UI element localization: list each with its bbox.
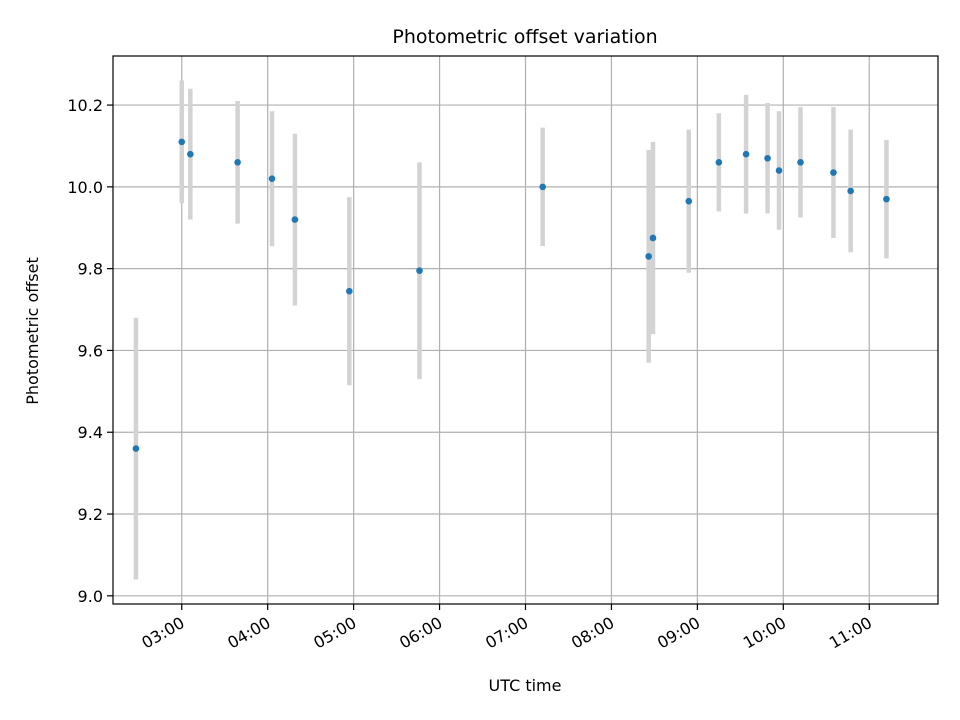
data-point [416, 267, 423, 275]
grid-lines [113, 56, 938, 604]
y-axis-ticks: 9.0 9.2 9.4 9.6 9.8 10.0 10.2 [67, 96, 113, 606]
data-point [797, 159, 804, 166]
y-axis-title: Photometric offset [23, 257, 42, 405]
y-tick-label: 9.2 [78, 505, 103, 524]
data-point [346, 287, 353, 295]
y-tick-label: 9.4 [78, 423, 103, 442]
data-point [178, 138, 186, 146]
data-point [649, 234, 657, 242]
y-tick-label: 10.0 [67, 178, 103, 197]
x-axis-title: UTC time [489, 676, 562, 695]
data-point [830, 169, 837, 176]
data-point [847, 187, 854, 195]
data-point [291, 216, 299, 223]
y-tick-label: 9.0 [78, 587, 103, 606]
data-point [539, 183, 546, 191]
data-point [883, 195, 890, 203]
data-point [132, 445, 140, 452]
data-point [234, 159, 241, 166]
data-point [187, 150, 194, 158]
data-point [645, 253, 652, 260]
data-point [268, 175, 276, 182]
y-tick-label: 10.2 [67, 96, 103, 115]
chart-title: Photometric offset variation [392, 26, 657, 48]
data-point [685, 197, 693, 205]
data-point [764, 154, 771, 162]
y-tick-label: 9.8 [78, 260, 103, 279]
data-point [775, 167, 783, 174]
y-tick-label: 9.6 [78, 341, 103, 360]
data-point [742, 150, 750, 158]
data-points [132, 138, 890, 452]
data-point [715, 159, 723, 166]
